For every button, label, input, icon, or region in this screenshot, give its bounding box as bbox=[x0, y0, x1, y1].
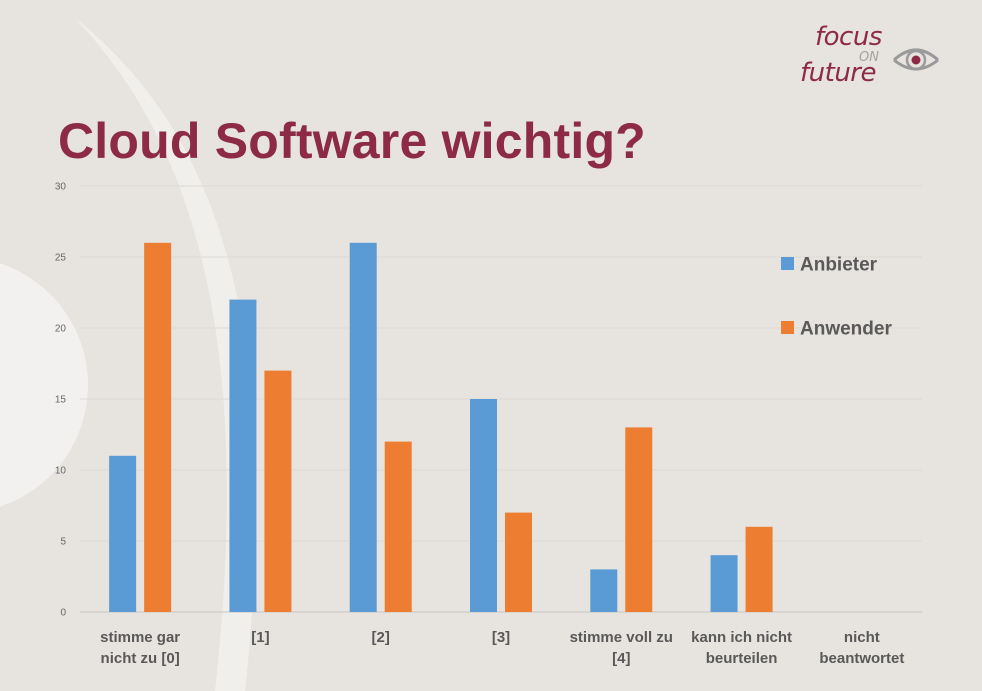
background-swoosh bbox=[75, 18, 257, 691]
bar-anbieter-3 bbox=[470, 399, 497, 612]
legend-swatch-anwender bbox=[781, 321, 794, 334]
chart-bars bbox=[109, 242, 773, 613]
bar-anbieter-1 bbox=[229, 299, 257, 612]
category-label: stimme voll zu [4] bbox=[570, 629, 673, 667]
focus-on-future-logo: focus ON future bbox=[790, 22, 950, 92]
legend-label-anbieter: Anbieter bbox=[800, 255, 878, 276]
bar-anwender-5 bbox=[745, 526, 773, 612]
category-label: [1] bbox=[251, 629, 269, 646]
bar-anbieter-5 bbox=[710, 555, 738, 612]
y-tick-label: 25 bbox=[55, 253, 67, 264]
category-label-line: stimme voll zu bbox=[570, 629, 673, 646]
bar-anbieter-2 bbox=[349, 242, 377, 613]
bar-anwender-2 bbox=[384, 441, 412, 612]
category-label-line: [2] bbox=[372, 629, 390, 646]
chart-legend: Anbieter Anwender bbox=[781, 255, 892, 340]
legend-label-anwender: Anwender bbox=[800, 319, 892, 340]
category-label: kann ich nicht beurteilen bbox=[691, 629, 792, 667]
category-label: [2] bbox=[372, 629, 390, 646]
chart-gridlines bbox=[80, 185, 922, 613]
bar-anbieter-4 bbox=[590, 569, 618, 612]
y-tick-label: 30 bbox=[55, 182, 67, 193]
eye-icon bbox=[892, 48, 940, 71]
category-label: [3] bbox=[492, 629, 510, 646]
background-circle bbox=[0, 263, 88, 507]
category-label-line: beantwortet bbox=[819, 650, 904, 667]
category-label-line: kann ich nicht bbox=[691, 629, 792, 646]
category-label-line: stimme gar bbox=[100, 629, 180, 646]
category-label-line: nicht zu [0] bbox=[101, 650, 180, 667]
category-label-line: beurteilen bbox=[706, 650, 778, 667]
category-label: stimme gar nicht zu [0] bbox=[100, 629, 180, 667]
bar-anwender-0 bbox=[144, 242, 172, 613]
bar-anwender-4 bbox=[625, 427, 653, 612]
y-tick-label: 15 bbox=[55, 395, 67, 406]
category-label: nicht beantwortet bbox=[819, 629, 904, 667]
category-label-line: [3] bbox=[492, 629, 510, 646]
y-tick-label: 5 bbox=[60, 537, 66, 548]
x-axis-categories: stimme gar nicht zu [0] [1] [2] [3] stimme vo… bbox=[100, 629, 904, 667]
page-title: Cloud Software wichtig? bbox=[58, 113, 646, 169]
y-tick-label: 20 bbox=[55, 324, 67, 335]
logo-word-on: ON bbox=[859, 50, 879, 65]
legend-swatch-anbieter bbox=[781, 257, 794, 270]
y-tick-label: 10 bbox=[55, 466, 67, 477]
bar-anbieter-0 bbox=[109, 455, 137, 612]
bar-anwender-1 bbox=[264, 370, 292, 612]
category-label-line: [1] bbox=[251, 629, 269, 646]
logo-word-future: future bbox=[800, 58, 877, 88]
category-label-line: nicht bbox=[844, 629, 880, 646]
category-label-line: [4] bbox=[612, 650, 630, 667]
y-axis-ticks: 0 5 10 15 20 25 30 bbox=[55, 182, 67, 619]
y-tick-label: 0 bbox=[60, 608, 66, 619]
logo-word-focus: focus bbox=[815, 22, 882, 52]
bar-anwender-3 bbox=[505, 512, 532, 612]
